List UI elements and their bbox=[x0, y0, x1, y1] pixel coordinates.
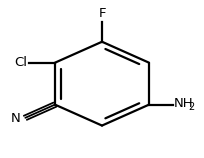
Text: NH: NH bbox=[174, 97, 194, 110]
Text: 2: 2 bbox=[188, 102, 195, 112]
Text: Cl: Cl bbox=[14, 56, 27, 69]
Text: F: F bbox=[98, 7, 106, 20]
Text: N: N bbox=[11, 112, 21, 125]
